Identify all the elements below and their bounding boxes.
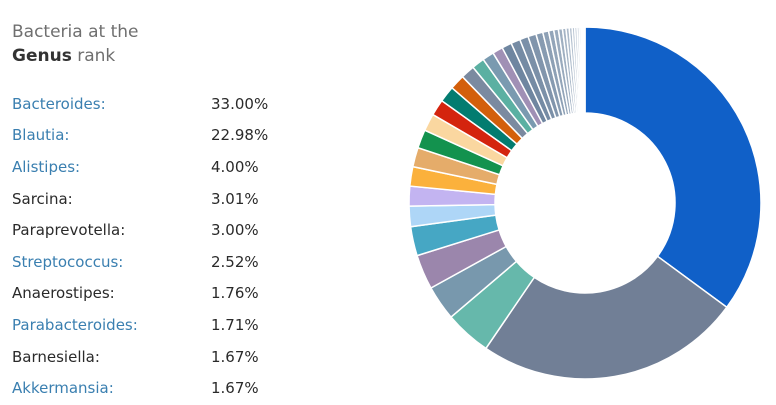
- legend-row: Paraprevotella: 3.00%: [12, 214, 312, 246]
- donut-chart: [408, 26, 762, 380]
- title-rank-rest: rank: [71, 46, 116, 66]
- legend-row: Parabacteroides: 1.71%: [12, 309, 312, 341]
- title-line-2: Genus rank: [12, 44, 138, 68]
- genus-name[interactable]: Akkermansia:: [12, 379, 114, 398]
- chart-title: Bacteria at the Genus rank: [12, 20, 138, 68]
- title-rank-bold: Genus: [12, 46, 72, 66]
- slice-other[interactable]: [583, 26, 586, 114]
- slice-blautia[interactable]: [484, 255, 728, 380]
- genus-percentage: 33.00%: [211, 94, 269, 113]
- genus-percentage: 2.52%: [211, 252, 259, 271]
- legend-row: Barnesiella: 1.67%: [12, 341, 312, 373]
- genus-name[interactable]: Bacteroides:: [12, 94, 106, 113]
- genus-name: Sarcina:: [12, 189, 73, 208]
- genus-percentage: 4.00%: [211, 157, 259, 176]
- slice-bacteroides[interactable]: [584, 26, 762, 309]
- legend-row: Alistipes: 4.00%: [12, 151, 312, 183]
- genus-name: Barnesiella:: [12, 347, 100, 366]
- legend-row: Sarcina: 3.01%: [12, 183, 312, 215]
- genus-legend-list: Bacteroides: 33.00% Blautia: 22.98% Alistipe…: [12, 88, 312, 404]
- genus-name[interactable]: Streptococcus:: [12, 252, 124, 271]
- genus-name[interactable]: Blautia:: [12, 126, 70, 145]
- genus-name: Paraprevotella:: [12, 221, 126, 240]
- genus-percentage: 1.67%: [211, 347, 259, 366]
- genus-percentage: 22.98%: [211, 126, 269, 145]
- genus-name[interactable]: Alistipes:: [12, 157, 81, 176]
- legend-row: Blautia: 22.98%: [12, 120, 312, 152]
- legend-row: Bacteroides: 33.00%: [12, 88, 312, 120]
- legend-row: Streptococcus: 2.52%: [12, 246, 312, 278]
- genus-name[interactable]: Parabacteroides:: [12, 315, 138, 334]
- legend-row: Akkermansia: 1.67%: [12, 372, 312, 404]
- genus-percentage: 3.00%: [211, 221, 259, 240]
- genus-percentage: 1.71%: [211, 315, 259, 334]
- legend-row: Anaerostipes: 1.76%: [12, 278, 312, 310]
- genus-percentage: 1.76%: [211, 284, 259, 303]
- title-line-1: Bacteria at the: [12, 22, 139, 42]
- genus-name: Anaerostipes:: [12, 284, 115, 303]
- genus-percentage: 1.67%: [211, 379, 259, 398]
- genus-percentage: 3.01%: [211, 189, 259, 208]
